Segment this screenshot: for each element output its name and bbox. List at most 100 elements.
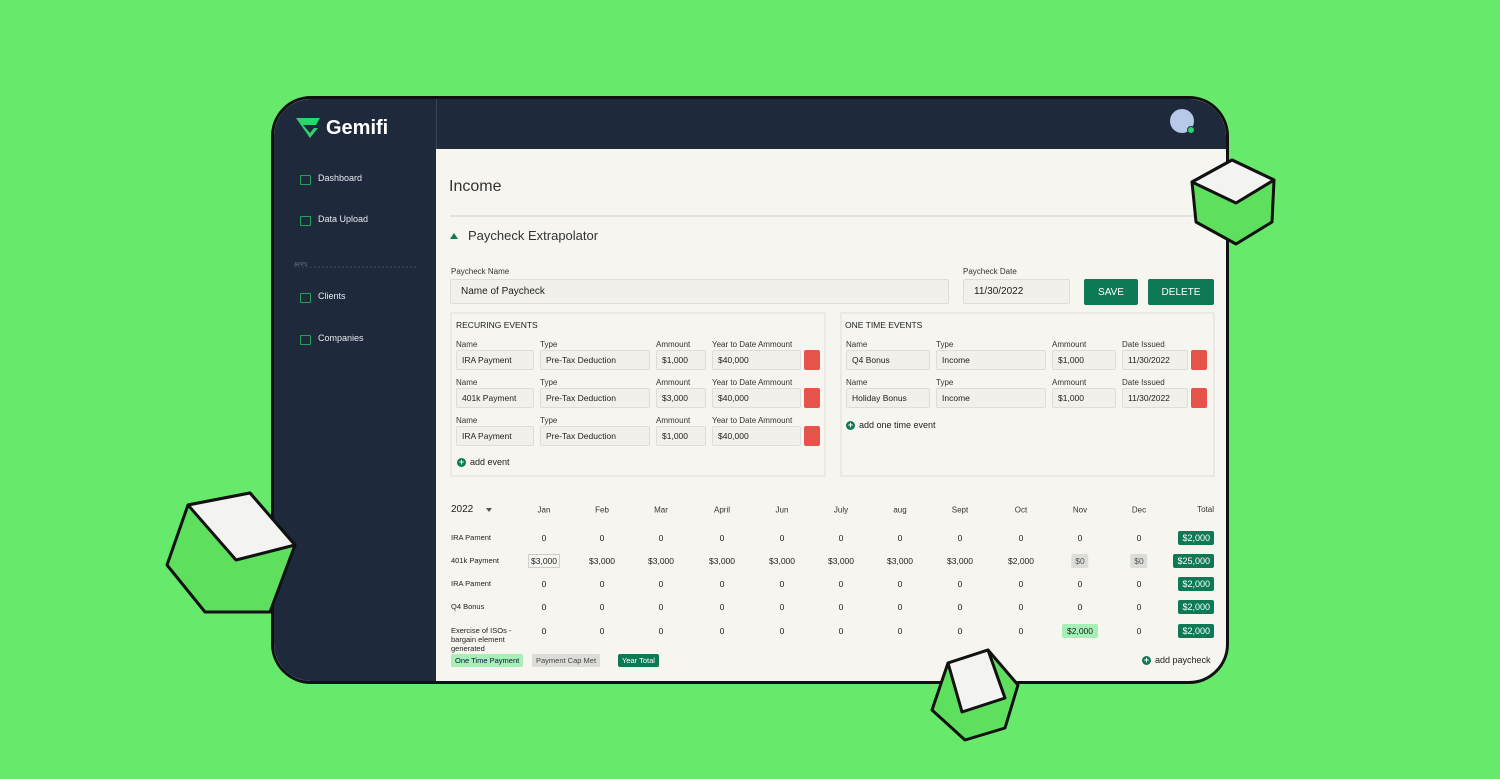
column-header: Jun [775, 505, 789, 515]
dropdown[interactable]: Income [936, 350, 1046, 370]
nav-icon [300, 335, 311, 345]
section-title[interactable]: Paycheck Extrapolator [468, 228, 599, 243]
add-one-time-event[interactable]: add one time event [859, 420, 936, 430]
dropdown[interactable]: 11/30/2022 [1122, 388, 1188, 408]
input[interactable]: $40,000 [712, 350, 801, 370]
dropdown[interactable]: Pre-Tax Deduction [540, 426, 650, 446]
row-label: Q4 Bonus [451, 602, 485, 611]
dropdown[interactable]: 11/30/2022 [1122, 350, 1188, 370]
nav-item[interactable]: Data Upload [318, 214, 369, 224]
nav-item[interactable]: Companies [318, 333, 364, 343]
plus-icon[interactable]: + [846, 420, 855, 430]
one-time-box [840, 312, 1215, 477]
table-cell: 0 [838, 602, 844, 612]
delete-button[interactable]: DELETE [1148, 279, 1214, 305]
input[interactable]: $1,000 [656, 426, 706, 446]
field-label: Ammount [1052, 340, 1087, 349]
save-button[interactable]: SAVE [1084, 279, 1138, 305]
dropdown[interactable]: Pre-Tax Deduction [540, 388, 650, 408]
input[interactable]: $1,000 [1052, 388, 1116, 408]
input[interactable]: $3,000 [656, 388, 706, 408]
nav-item[interactable]: Dashboard [318, 173, 363, 183]
column-header: Feb [595, 505, 609, 515]
table-cell: $3,000 [769, 556, 795, 566]
table-cell: $2,000 [1062, 624, 1098, 638]
table-cell: $3,000 [709, 556, 735, 566]
table-cell: 0 [599, 579, 605, 589]
field-label: Name [456, 378, 478, 387]
nav-section: APPS [294, 262, 308, 268]
table-cell: 0 [541, 533, 547, 543]
table-cell: 0 [779, 626, 785, 636]
add-paycheck[interactable]: add paycheck [1155, 655, 1211, 665]
input[interactable]: IRA Payment [456, 350, 534, 370]
nav-icon [300, 293, 311, 303]
input[interactable]: $1,000 [1052, 350, 1116, 370]
table-cell: $3,000 [828, 556, 854, 566]
delete-icon[interactable] [804, 350, 820, 370]
nav-item[interactable]: Clients [318, 291, 346, 301]
table-cell: 0 [1077, 533, 1083, 543]
recurring-box [450, 312, 826, 477]
column-header: Sept [951, 505, 969, 515]
input[interactable]: $40,000 [712, 388, 801, 408]
field-label: Ammount [656, 416, 691, 425]
table-cell: 0 [1018, 579, 1024, 589]
table-cell: 0 [1136, 533, 1142, 543]
input[interactable]: Holiday Bonus [846, 388, 930, 408]
table-cell: 0 [1018, 533, 1024, 543]
table-cell: 0 [957, 626, 963, 636]
column-header: aug [893, 505, 907, 515]
field-label: Type [540, 378, 558, 387]
input[interactable]: $40,000 [712, 426, 801, 446]
dropdown[interactable]: Pre-Tax Deduction [540, 350, 650, 370]
cube [165, 158, 1276, 742]
field-label: Type [540, 416, 558, 425]
add-event[interactable]: add event [470, 457, 510, 467]
table-cell: 0 [957, 579, 963, 589]
dropdown[interactable]: Income [936, 388, 1046, 408]
table-cell: $3,000 [528, 554, 560, 568]
table-cell: 0 [779, 533, 785, 543]
year-caret[interactable] [486, 508, 492, 512]
table-cell: 0 [658, 626, 664, 636]
input[interactable]: IRA Payment [456, 426, 534, 446]
delete-icon[interactable] [1191, 388, 1207, 408]
delete-icon[interactable] [804, 388, 820, 408]
date-input[interactable]: 11/30/2022 [963, 279, 1070, 304]
collapse-icon[interactable] [450, 233, 458, 239]
year-total: $25,000 [1173, 554, 1214, 568]
avatar[interactable] [1170, 109, 1194, 133]
delete-icon[interactable] [1191, 350, 1207, 370]
field-label: Type [936, 340, 954, 349]
delete-icon[interactable] [804, 426, 820, 446]
table-cell: 0 [838, 626, 844, 636]
column-header: July [833, 505, 849, 515]
field-label: Date Issued [1122, 340, 1165, 349]
legend-item: Payment Cap Met [532, 654, 601, 667]
table-cell: 0 [1136, 626, 1142, 636]
year-total: $2,000 [1178, 531, 1214, 545]
column-header: Total [1197, 505, 1214, 514]
year-select[interactable]: 2022 [451, 504, 474, 515]
table-cell: 0 [599, 602, 605, 612]
box-title: ONE TIME EVENTS [845, 320, 923, 330]
field-label: Type [540, 340, 558, 349]
box-title: RECURING EVENTS [456, 320, 538, 330]
input[interactable]: Q4 Bonus [846, 350, 930, 370]
plus-icon[interactable]: + [457, 457, 466, 467]
input[interactable]: $1,000 [656, 350, 706, 370]
year-total: $2,000 [1178, 624, 1214, 638]
status-dot [1187, 126, 1195, 134]
plus-icon[interactable]: + [1142, 655, 1151, 665]
input[interactable]: 401k Payment [456, 388, 534, 408]
row-label: IRA Pament [451, 579, 492, 588]
column-header: April [713, 505, 731, 515]
field-label: Name [846, 340, 868, 349]
table-cell: 0 [658, 533, 664, 543]
input[interactable]: Name of Paycheck [450, 279, 949, 304]
table-cell: 0 [779, 579, 785, 589]
row-label: 401k Payment [451, 556, 499, 565]
